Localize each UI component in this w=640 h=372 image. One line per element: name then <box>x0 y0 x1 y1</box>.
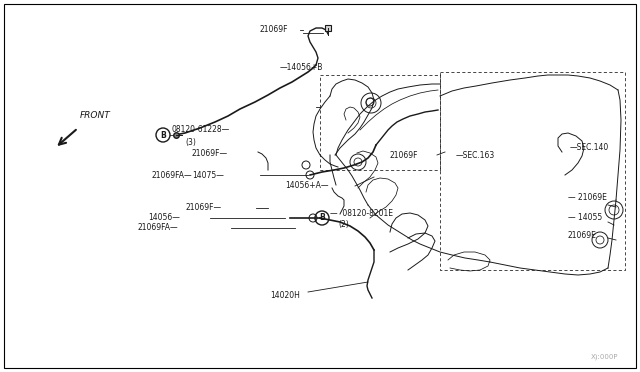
Text: 14020H: 14020H <box>270 292 300 301</box>
Text: —14056+B: —14056+B <box>280 64 323 73</box>
Text: —SEC.140: —SEC.140 <box>570 144 609 153</box>
Text: 21069FA—: 21069FA— <box>152 170 193 180</box>
Text: (2): (2) <box>338 221 349 230</box>
Text: (3): (3) <box>185 138 196 147</box>
Text: X):000P: X):000P <box>591 353 618 360</box>
Text: FRONT: FRONT <box>80 111 111 120</box>
Text: 08120-61228—: 08120-61228— <box>172 125 230 135</box>
Text: 21069E: 21069E <box>568 231 597 240</box>
Text: 14075—: 14075— <box>192 171 224 180</box>
Text: 21069F—: 21069F— <box>185 203 221 212</box>
Text: B: B <box>160 131 166 140</box>
Text: 14056+A—: 14056+A— <box>285 182 328 190</box>
Text: — 21069E: — 21069E <box>568 193 607 202</box>
Text: 21069F—: 21069F— <box>192 148 228 157</box>
Text: — 14055: — 14055 <box>568 214 602 222</box>
Text: —SEC.163: —SEC.163 <box>456 151 495 160</box>
Text: 21069F: 21069F <box>390 151 419 160</box>
Text: —  08120-8201E: — 08120-8201E <box>330 208 393 218</box>
Text: 21069F: 21069F <box>260 26 289 35</box>
Text: B: B <box>319 214 325 222</box>
Text: 14056—: 14056— <box>148 214 180 222</box>
Text: 21069FA—: 21069FA— <box>138 224 179 232</box>
